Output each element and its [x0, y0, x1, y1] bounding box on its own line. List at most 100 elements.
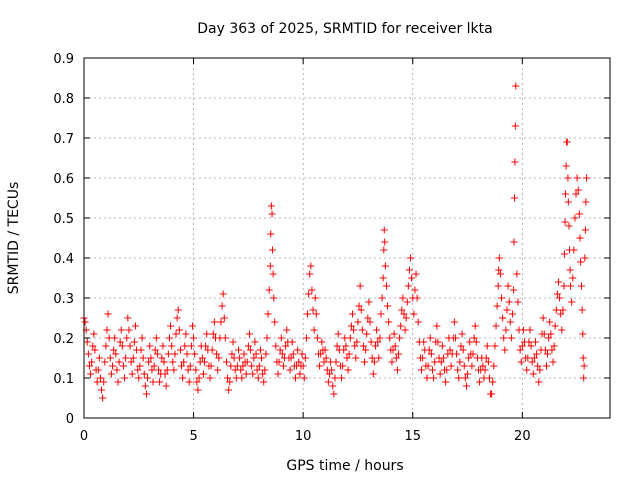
x-tick-label: 20	[514, 429, 531, 444]
data-point	[542, 362, 550, 370]
data-point	[213, 350, 221, 358]
data-point	[453, 350, 461, 358]
data-point	[338, 374, 346, 382]
y-tick-label: 0.2	[53, 332, 74, 347]
data-point	[81, 318, 89, 326]
data-point	[359, 342, 367, 350]
data-point	[493, 302, 501, 310]
data-point	[516, 346, 524, 354]
data-point	[176, 346, 184, 354]
y-tick-label: 0.5	[53, 212, 74, 227]
data-point	[245, 330, 253, 338]
data-point	[572, 190, 580, 198]
data-point	[373, 326, 381, 334]
data-point	[123, 334, 131, 342]
data-point	[163, 366, 171, 374]
data-point	[174, 306, 182, 314]
data-point	[187, 342, 195, 350]
data-point	[529, 370, 537, 378]
axis-ticks	[83, 57, 610, 419]
data-point	[129, 354, 137, 362]
data-point	[564, 174, 572, 182]
data-point	[304, 310, 312, 318]
data-point	[510, 194, 518, 202]
data-point	[414, 318, 422, 326]
data-point	[439, 354, 447, 362]
data-point	[407, 254, 415, 262]
data-point	[511, 122, 519, 130]
data-point	[413, 294, 421, 302]
data-point	[350, 326, 358, 334]
data-point	[283, 326, 291, 334]
data-point	[317, 350, 325, 358]
data-point	[188, 322, 196, 330]
data-point	[580, 362, 588, 370]
data-point	[111, 334, 119, 342]
data-point	[476, 378, 484, 386]
data-point	[536, 366, 544, 374]
data-point	[140, 370, 148, 378]
data-point	[498, 294, 506, 302]
data-point	[550, 342, 558, 350]
data-point	[260, 378, 268, 386]
data-points	[80, 82, 591, 402]
data-point	[374, 338, 382, 346]
data-point	[396, 334, 404, 342]
data-point	[506, 318, 514, 326]
data-point	[258, 354, 266, 362]
data-point	[138, 334, 146, 342]
data-point	[425, 346, 433, 354]
data-point	[147, 354, 155, 362]
data-point	[141, 382, 149, 390]
data-point	[501, 346, 509, 354]
data-point	[254, 374, 262, 382]
data-point	[460, 362, 468, 370]
data-point	[508, 310, 516, 318]
data-point	[577, 258, 585, 266]
data-point	[198, 354, 206, 362]
data-point	[130, 338, 138, 346]
data-point	[524, 354, 532, 362]
data-point	[470, 334, 478, 342]
data-point	[145, 358, 153, 366]
data-point	[300, 374, 308, 382]
data-point	[286, 366, 294, 374]
data-point	[579, 330, 587, 338]
data-point	[132, 322, 140, 330]
data-point	[354, 318, 362, 326]
data-point	[433, 322, 441, 330]
data-point	[438, 342, 446, 350]
y-tick-label: 0.7	[53, 132, 74, 147]
data-point	[313, 334, 321, 342]
data-point	[545, 334, 553, 342]
data-point	[146, 342, 154, 350]
data-point	[322, 354, 330, 362]
data-point	[318, 338, 326, 346]
data-point	[291, 374, 299, 382]
data-point	[161, 370, 169, 378]
data-point	[333, 342, 341, 350]
data-point	[548, 346, 556, 354]
data-point	[267, 202, 275, 210]
data-point	[348, 310, 356, 318]
data-point	[378, 294, 386, 302]
data-point	[100, 378, 108, 386]
data-point	[503, 306, 511, 314]
data-point	[395, 350, 403, 358]
data-point	[389, 346, 397, 354]
data-point	[339, 362, 347, 370]
data-point	[182, 330, 190, 338]
data-point	[172, 330, 180, 338]
data-point	[151, 346, 159, 354]
data-point	[567, 282, 575, 290]
data-point	[307, 262, 315, 270]
data-point	[183, 350, 191, 358]
data-point	[469, 350, 477, 358]
data-point	[135, 374, 143, 382]
data-point	[502, 326, 510, 334]
data-point	[343, 354, 351, 362]
data-point	[485, 374, 493, 382]
data-point	[113, 366, 121, 374]
data-point	[88, 358, 96, 366]
data-point	[534, 362, 542, 370]
